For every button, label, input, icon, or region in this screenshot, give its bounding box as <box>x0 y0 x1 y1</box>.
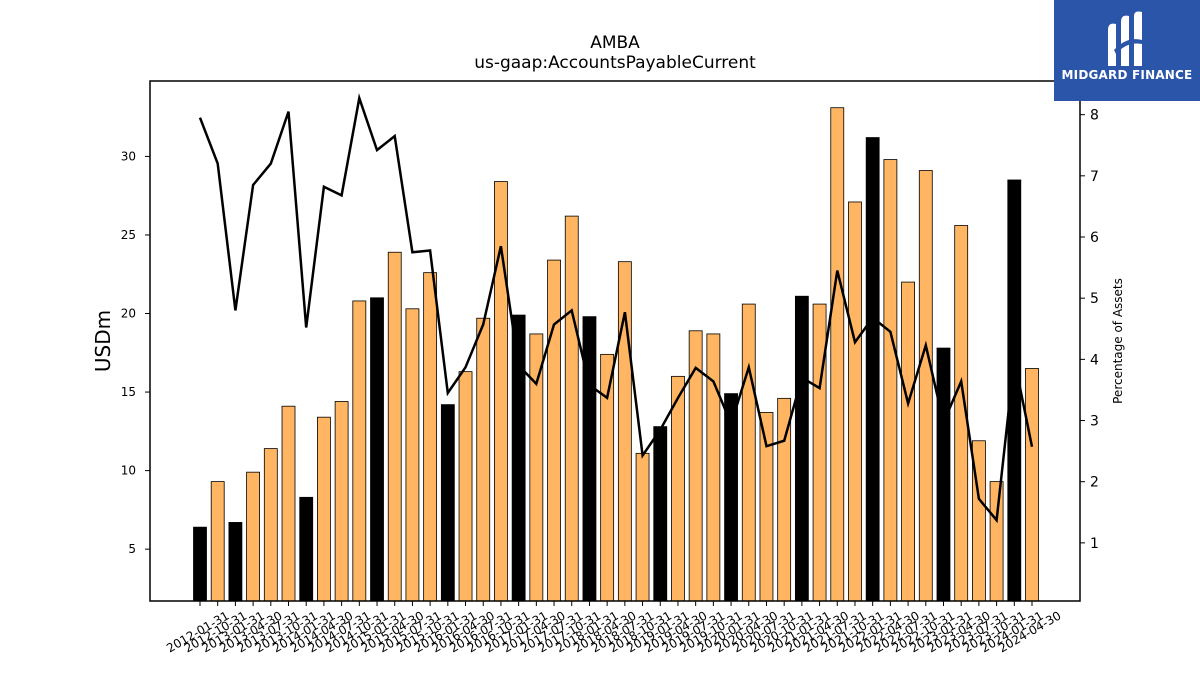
bar <box>794 295 809 602</box>
y2-tick-label: 4 <box>1090 352 1099 368</box>
brand-logo: MIDGARD FINANCE <box>1054 0 1200 101</box>
bar <box>1025 368 1039 602</box>
bar <box>352 300 367 602</box>
bar <box>193 526 207 602</box>
bar <box>741 303 756 602</box>
y-tick-label: 5 <box>128 542 136 556</box>
y2-tick-label: 3 <box>1090 414 1099 430</box>
y2-tick-label: 5 <box>1090 291 1099 307</box>
bar <box>440 404 455 602</box>
bar <box>334 401 349 602</box>
bar <box>812 303 827 602</box>
bar <box>582 316 597 602</box>
bar <box>653 426 668 602</box>
bar <box>281 405 296 602</box>
bar <box>210 481 225 602</box>
y2-tick-label: 6 <box>1090 230 1099 246</box>
y-tick-label: 30 <box>121 149 136 163</box>
bar <box>228 522 243 602</box>
bar <box>494 181 508 602</box>
bar <box>830 107 845 602</box>
chart-subtitle: us-gaap:AccountsPayableCurrent <box>474 53 756 73</box>
y-tick-label: 10 <box>121 464 136 478</box>
bar <box>423 272 438 602</box>
bar <box>564 215 579 602</box>
brand-name: MIDGARD FINANCE <box>1061 68 1193 82</box>
y-tick-label: 20 <box>121 307 136 321</box>
bar <box>635 452 650 602</box>
bar <box>370 297 384 602</box>
bar <box>901 281 915 602</box>
y2-axis-label: Percentage of Assets <box>1111 278 1125 404</box>
bar <box>936 347 951 602</box>
y-axis-label: USDm <box>91 310 115 372</box>
right-axis-ticks: 1 2 3 4 5 6 7 8 <box>1080 108 1099 552</box>
midgard-logo-icon <box>1108 11 1142 67</box>
bar <box>706 333 721 602</box>
bar <box>865 137 880 602</box>
bar <box>671 375 685 602</box>
bar <box>476 317 491 602</box>
y2-tick-label: 8 <box>1090 108 1099 124</box>
bar <box>246 471 261 602</box>
bar <box>263 448 278 602</box>
bar <box>317 416 331 602</box>
bar <box>529 333 544 602</box>
bar <box>405 308 420 602</box>
chart-title: AMBA <box>590 33 640 53</box>
y-tick-label: 15 <box>121 385 136 399</box>
bar <box>883 159 898 602</box>
y2-tick-label: 7 <box>1090 169 1099 185</box>
bar <box>848 201 862 602</box>
bar <box>547 259 561 602</box>
percentage-line <box>198 93 1034 524</box>
bar <box>918 170 933 602</box>
y2-tick-label: 2 <box>1090 475 1099 491</box>
y-tick-label: 25 <box>121 228 136 242</box>
bar <box>458 371 473 602</box>
y2-tick-label: 1 <box>1090 536 1099 552</box>
left-axis-ticks: 5 10 15 20 25 30 <box>121 149 150 556</box>
plot-frame <box>149 80 1081 602</box>
bar <box>600 353 615 602</box>
bar <box>299 496 314 602</box>
x-axis-ticks: 2012-01-312012-10-312013-01-312013-04-30… <box>164 601 1064 655</box>
bar <box>989 481 1004 602</box>
bar <box>387 251 402 602</box>
